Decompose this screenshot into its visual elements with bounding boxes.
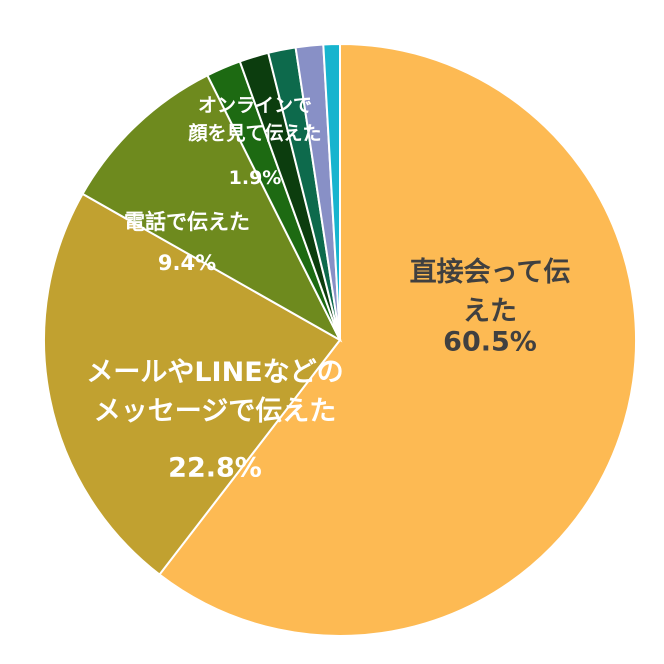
- value-label: 22.8%: [168, 452, 262, 484]
- value-label: 1.9%: [228, 167, 282, 190]
- slice-label: オンラインで 顔を見て伝えた: [188, 94, 322, 144]
- value-label: 9.4%: [157, 250, 217, 275]
- pie-slice: [81, 74, 343, 343]
- value-label: 60.5%: [443, 326, 537, 358]
- pie-slice: [158, 42, 637, 637]
- pie-slice: [322, 42, 341, 341]
- slice-label: 電話で伝えた: [124, 209, 250, 234]
- pie-slice: [43, 192, 342, 576]
- slice-label: 直接会って伝えた: [409, 256, 571, 327]
- slice-label: メールやLINEなどの メッセージで伝えた: [86, 356, 344, 427]
